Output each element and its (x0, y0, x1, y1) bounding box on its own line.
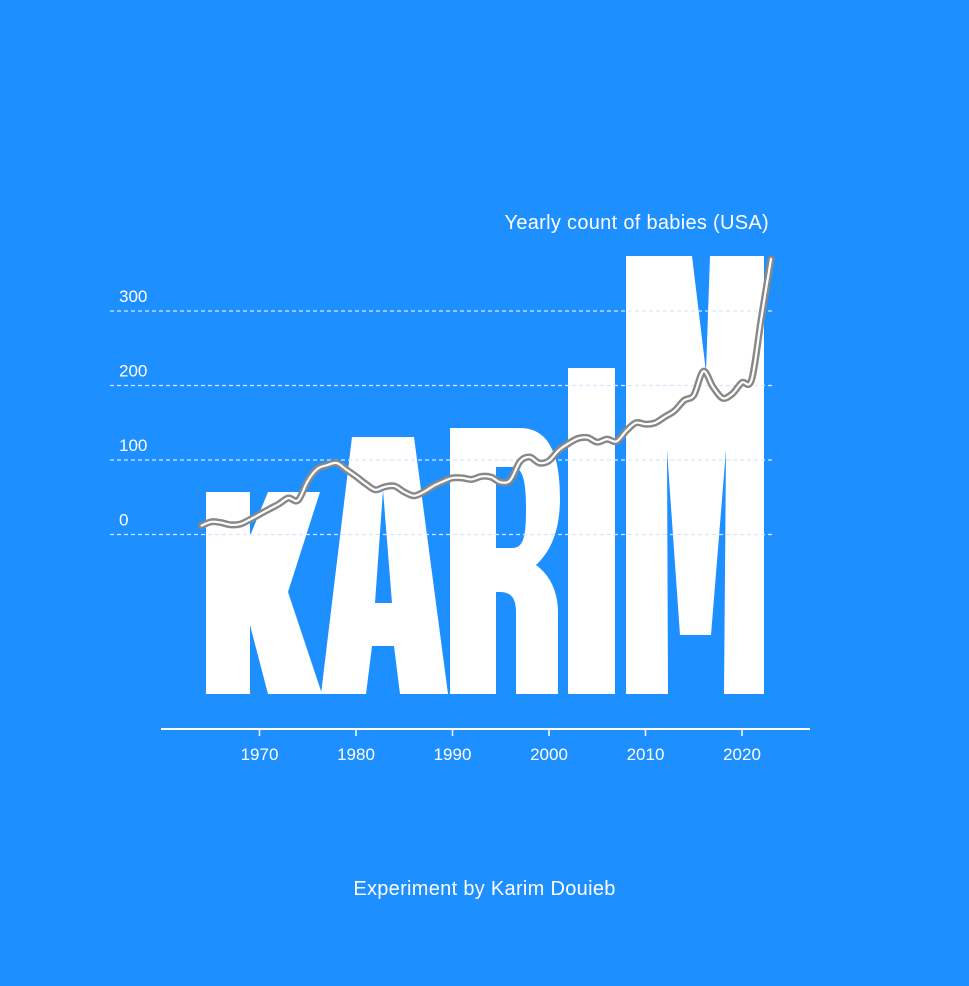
series-line-core (200, 257, 773, 527)
y-gridlines (110, 310, 772, 536)
x-axis-ticks: 1970 1980 1990 2000 2010 2020 (241, 729, 761, 764)
y-tick-label: 300 (119, 287, 147, 306)
credit-text: Experiment by Karim Douieb (353, 878, 616, 900)
letter-i (568, 368, 615, 694)
chart-title: Yearly count of babies (USA) (505, 212, 769, 234)
letter-m (626, 256, 764, 694)
y-tick-label: 200 (119, 362, 147, 381)
x-tick-label: 1990 (434, 745, 472, 764)
x-tick-label: 2000 (530, 745, 568, 764)
y-tick-label: 100 (119, 436, 147, 455)
letter-r (450, 428, 560, 694)
x-tick-label: 1970 (241, 745, 279, 764)
y-axis-ticks: 0 100 200 300 (119, 287, 147, 530)
x-tick-label: 2010 (627, 745, 665, 764)
letter-a (321, 437, 448, 694)
x-tick-label: 1980 (337, 745, 375, 764)
x-tick-label: 2020 (723, 745, 761, 764)
background-letters-karim (206, 256, 764, 694)
series-line (198, 255, 775, 530)
letter-k (206, 492, 322, 694)
y-tick-label: 0 (119, 511, 128, 530)
